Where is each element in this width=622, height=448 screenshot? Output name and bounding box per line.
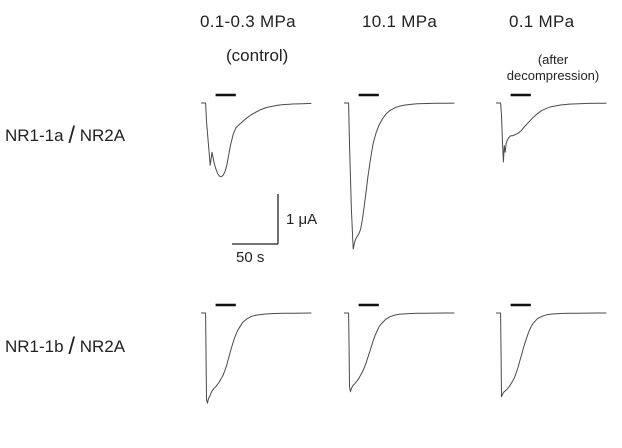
- column-header-control: 0.1-0.3 MPa: [200, 12, 296, 31]
- row-label-nr1-1b-slash: /: [68, 333, 75, 360]
- column-subheader-decompression: (after decompression): [490, 52, 616, 84]
- column-subheader-control: (control): [226, 46, 289, 65]
- column-subheader-decompression-line2: decompression): [506, 68, 600, 83]
- row-label-nr1-1b-subunit: NR1-1b: [5, 337, 64, 356]
- trace-nr1-1b-nr2a-0-1-mpa-after-decompression: [496, 312, 607, 398]
- row-label-nr1-1b-partner: NR2A: [79, 337, 126, 356]
- row-label-nr1-1a-partner: NR2A: [79, 126, 126, 145]
- trace-nr1-1b-nr2a-10-1-mpa: [344, 312, 455, 393]
- column-subheader-decompression-line1: (after: [537, 52, 569, 67]
- trace-nr1-1a-nr2a-10-1-mpa: [344, 102, 455, 250]
- row-label-nr1-1b: NR1-1b / NR2A: [5, 333, 125, 361]
- row-label-nr1-1a-subunit: NR1-1a: [5, 126, 64, 145]
- trace-nr1-1a-nr2a-0-1-0-3-mpa-control: [201, 102, 312, 178]
- trace-nr1-1a-nr2a-0-1-mpa-after-decompression: [496, 102, 607, 163]
- scale-bar-time-label: 50 s: [236, 249, 265, 266]
- row-label-nr1-1a: NR1-1a / NR2A: [5, 122, 125, 150]
- column-header-decompression: 0.1 MPa: [509, 12, 575, 31]
- scale-bar-current-label: 1 μA: [286, 211, 318, 228]
- column-header-high-pressure: 10.1 MPa: [362, 12, 438, 31]
- trace-nr1-1b-nr2a-0-1-0-3-mpa-control: [201, 312, 312, 404]
- row-label-nr1-1a-slash: /: [68, 122, 75, 149]
